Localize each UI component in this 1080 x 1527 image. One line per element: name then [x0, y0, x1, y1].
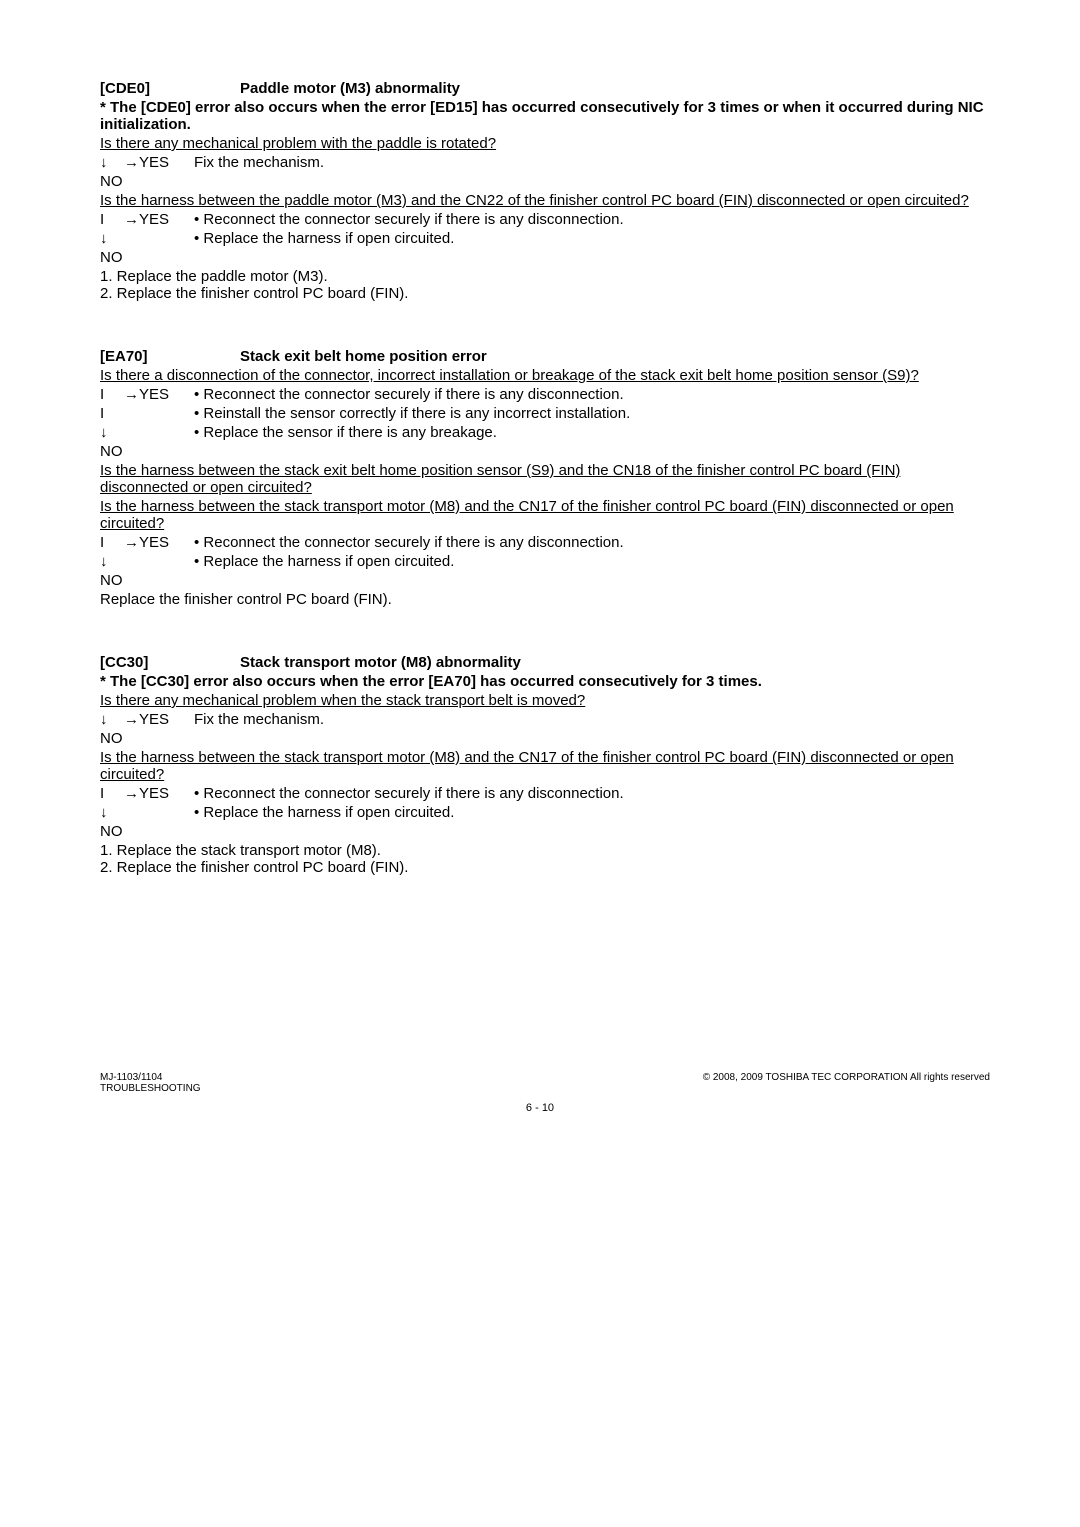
- action-text: • Replace the harness if open circuited.: [194, 553, 990, 570]
- answer-row: I→YES• Reconnect the connector securely …: [100, 534, 990, 551]
- error-code: [EA70]: [100, 348, 240, 365]
- answer-row: ↓ • Replace the harness if open circuited…: [100, 553, 990, 570]
- action-text: Replace the finisher control PC board (F…: [100, 591, 990, 608]
- diagnostic-question: Is the harness between the stack transpo…: [100, 498, 990, 532]
- flow-arrow: ↓: [100, 154, 124, 171]
- flow-arrow: I: [100, 386, 124, 403]
- error-title: [CC30]Stack transport motor (M8) abnorma…: [100, 654, 990, 671]
- answer-row: I→YES• Reconnect the connector securely …: [100, 785, 990, 802]
- action-text: • Replace the harness if open circuited.: [194, 804, 990, 821]
- action-text: • Replace the sensor if there is any bre…: [194, 424, 990, 441]
- action-text: • Reconnect the connector securely if th…: [194, 211, 990, 228]
- answer-row: ↓→YESFix the mechanism.: [100, 711, 990, 728]
- error-title: [EA70]Stack exit belt home position erro…: [100, 348, 990, 365]
- page-footer: MJ-1103/1104 TROUBLESHOOTING © 2008, 200…: [0, 1072, 1080, 1094]
- diagnostic-question: Is there any mechanical problem when the…: [100, 692, 990, 709]
- answer-row: ↓ • Replace the sensor if there is any br…: [100, 424, 990, 441]
- flow-arrow: ↓: [100, 553, 124, 570]
- action-text: • Reconnect the connector securely if th…: [194, 785, 990, 802]
- error-code: [CC30]: [100, 654, 240, 671]
- flow-arrow: I: [100, 211, 124, 228]
- no-label: NO: [100, 249, 990, 266]
- diagnostic-question: Is there any mechanical problem with the…: [100, 135, 990, 152]
- diagnostic-question: Is there a disconnection of the connecto…: [100, 367, 990, 384]
- yes-label: →YES: [124, 154, 194, 171]
- action-text: Fix the mechanism.: [194, 154, 990, 171]
- diagnostic-question: Is the harness between the stack transpo…: [100, 749, 990, 783]
- error-code: [CDE0]: [100, 80, 240, 97]
- numbered-step: 2. Replace the finisher control PC board…: [100, 859, 990, 876]
- flow-arrow: ↓: [100, 711, 124, 728]
- error-note: * The [CC30] error also occurs when the …: [100, 673, 990, 690]
- yes-label: →YES: [124, 785, 194, 802]
- flow-arrow: I: [100, 534, 124, 551]
- no-label: NO: [100, 823, 990, 840]
- diagnostic-question: Is the harness between the paddle motor …: [100, 192, 990, 209]
- error-name: Stack transport motor (M8) abnormality: [240, 654, 521, 671]
- action-text: Fix the mechanism.: [194, 711, 990, 728]
- answer-row: I→YES• Reconnect the connector securely …: [100, 211, 990, 228]
- action-text: • Reinstall the sensor correctly if ther…: [194, 405, 990, 422]
- numbered-step: 1. Replace the stack transport motor (M8…: [100, 842, 990, 859]
- flow-arrow: I: [100, 785, 124, 802]
- yes-label: →YES: [124, 386, 194, 403]
- action-text: • Reconnect the connector securely if th…: [194, 534, 990, 551]
- error-block: [CC30]Stack transport motor (M8) abnorma…: [100, 654, 990, 876]
- numbered-step: 1. Replace the paddle motor (M3).: [100, 268, 990, 285]
- yes-label: →YES: [124, 711, 194, 728]
- footer-section: TROUBLESHOOTING: [100, 1083, 201, 1094]
- answer-row: ↓→YESFix the mechanism.: [100, 154, 990, 171]
- no-label: NO: [100, 443, 990, 460]
- answer-row: I • Reinstall the sensor correctly if the…: [100, 405, 990, 422]
- answer-row: I→YES• Reconnect the connector securely …: [100, 386, 990, 403]
- action-text: • Reconnect the connector securely if th…: [194, 386, 990, 403]
- footer-left: MJ-1103/1104 TROUBLESHOOTING: [100, 1072, 201, 1094]
- error-title: [CDE0]Paddle motor (M3) abnormality: [100, 80, 990, 97]
- action-text: • Replace the harness if open circuited.: [194, 230, 990, 247]
- error-name: Stack exit belt home position error: [240, 348, 487, 365]
- answer-row: ↓ • Replace the harness if open circuited…: [100, 804, 990, 821]
- numbered-step: 2. Replace the finisher control PC board…: [100, 285, 990, 302]
- flow-arrow: ↓: [100, 424, 124, 441]
- page-body: [CDE0]Paddle motor (M3) abnormality * The…: [0, 0, 1080, 962]
- yes-label: →YES: [124, 534, 194, 551]
- yes-label: →YES: [124, 211, 194, 228]
- error-block: [EA70]Stack exit belt home position erro…: [100, 348, 990, 608]
- flow-arrow: ↓: [100, 230, 124, 247]
- error-block: [CDE0]Paddle motor (M3) abnormality * The…: [100, 80, 990, 302]
- error-note: * The [CDE0] error also occurs when the …: [100, 99, 990, 133]
- flow-arrow: I: [100, 405, 124, 422]
- error-name: Paddle motor (M3) abnormality: [240, 80, 460, 97]
- flow-arrow: ↓: [100, 804, 124, 821]
- no-label: NO: [100, 572, 990, 589]
- no-label: NO: [100, 173, 990, 190]
- answer-row: ↓ • Replace the harness if open circuited…: [100, 230, 990, 247]
- diagnostic-question: Is the harness between the stack exit be…: [100, 462, 990, 496]
- footer-page-number: 6 - 10: [0, 1102, 1080, 1114]
- no-label: NO: [100, 730, 990, 747]
- footer-copyright: © 2008, 2009 TOSHIBA TEC CORPORATION All…: [703, 1072, 990, 1094]
- error-blocks-container: [CDE0]Paddle motor (M3) abnormality * The…: [100, 80, 990, 876]
- footer-model: MJ-1103/1104: [100, 1072, 201, 1083]
